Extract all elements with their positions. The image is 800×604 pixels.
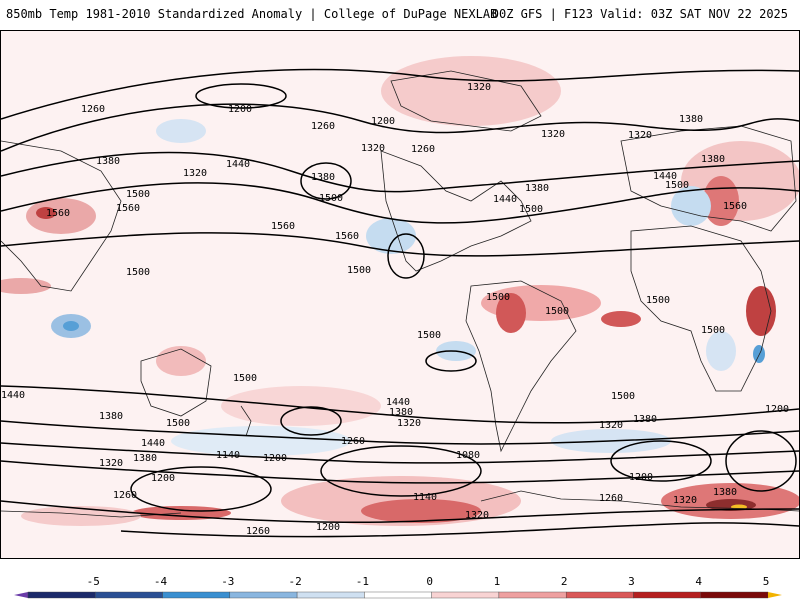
contour-label: 1500: [545, 306, 569, 317]
colorbar-segment: [229, 591, 298, 599]
map-canvas: 1320 1260 1200 1260 1200 1320 1260 1380 …: [1, 31, 799, 558]
contour-label: 1500: [166, 418, 190, 429]
contour-label: 1500: [519, 204, 543, 215]
contour-label: 1380: [133, 453, 157, 464]
contour-label: 1080: [456, 450, 480, 461]
colorbar-high-cap: [768, 592, 782, 598]
colorbar-svg: -5 -4 -3 -2 -1 0 1 2 3 4 5: [14, 575, 782, 599]
contour-label: 1260: [113, 490, 137, 501]
contour-label: 1560: [116, 203, 140, 214]
contour-label: 1200: [371, 116, 395, 127]
contour-label: 1320: [465, 510, 489, 521]
map-panel: 1320 1260 1200 1260 1200 1320 1260 1380 …: [0, 30, 800, 559]
colorbar-tick-label: -3: [221, 575, 234, 588]
contour-label: 1500: [126, 189, 150, 200]
colorbar-tick-label: -5: [87, 575, 100, 588]
contour-labels: 1320 1260 1200 1260 1200 1320 1260 1380 …: [1, 82, 789, 537]
contour-label: 1500: [126, 267, 150, 278]
colorbar-tick-label: 0: [426, 575, 433, 588]
colorbar-segment: [431, 591, 500, 599]
header: 850mb Temp 1981-2010 Standardized Anomal…: [0, 0, 800, 30]
contour-label: 1320: [628, 130, 652, 141]
colorbar-low-cap: [14, 592, 28, 598]
contour-label: 1320: [397, 418, 421, 429]
contour-label: 1200: [629, 472, 653, 483]
colorbar-segment: [364, 591, 432, 599]
colorbar-segment: [95, 591, 163, 599]
contour-label: 1560: [723, 201, 747, 212]
contour-label: 1260: [246, 526, 270, 537]
contour-label: 1380: [525, 183, 549, 194]
contour-label: 1560: [46, 208, 70, 219]
contour-label: 1200: [765, 404, 789, 415]
contour-label: 1500: [611, 391, 635, 402]
contour-label: 1260: [81, 104, 105, 115]
contour-label: 1320: [361, 143, 385, 154]
contour-label: 1380: [679, 114, 703, 125]
contour-label: 1200: [263, 453, 287, 464]
contour-label: 1440: [226, 159, 250, 170]
map-title: 850mb Temp 1981-2010 Standardized Anomal…: [6, 7, 498, 21]
height-contours: [1, 68, 799, 538]
contour-label: 1380: [311, 172, 335, 183]
contour-label: 1200: [316, 522, 340, 533]
colorbar-segment: [700, 591, 769, 599]
contour-label: 1440: [1, 390, 25, 401]
colorbar-tick-label: -4: [154, 575, 168, 588]
contour-label: 1380: [96, 156, 120, 167]
colorbar-bar: [14, 591, 782, 599]
contour-label: 1500: [233, 373, 257, 384]
contour-label: 1500: [417, 330, 441, 341]
contour-label: 1380: [701, 154, 725, 165]
contour-label: 1440: [653, 171, 677, 182]
contour-label: 1320: [183, 168, 207, 179]
colorbar-tick-label: -1: [356, 575, 369, 588]
contour-label: 1260: [311, 121, 335, 132]
contour-label: 1320: [541, 129, 565, 140]
colorbar-tick-label: 2: [561, 575, 568, 588]
contour-label: 1200: [228, 104, 252, 115]
colorbar-tick-label: 1: [494, 575, 501, 588]
contour-label: 1380: [389, 407, 413, 418]
contour-label: 1260: [411, 144, 435, 155]
contour-label: 1380: [633, 414, 657, 425]
contour-label: 1440: [386, 397, 410, 408]
contour-label: 1320: [599, 420, 623, 431]
colorbar-segment: [633, 591, 701, 599]
contour-label: 1500: [701, 325, 725, 336]
contour-label: 1320: [99, 458, 123, 469]
colorbar-tick-label: -2: [288, 575, 301, 588]
colorbar-segment: [27, 591, 96, 599]
contour-label: 1320: [673, 495, 697, 506]
contour-label: 1500: [486, 292, 510, 303]
contour-label: 1500: [646, 295, 670, 306]
colorbar-tick-label: 3: [628, 575, 635, 588]
colorbar-tick-label: 5: [763, 575, 770, 588]
colorbar-legend: -5 -4 -3 -2 -1 0 1 2 3 4 5: [0, 560, 800, 600]
contour-label: 1560: [271, 221, 295, 232]
contour-label: 1380: [713, 487, 737, 498]
colorbar-tick-label: 4: [695, 575, 702, 588]
colorbar-segment: [565, 591, 634, 599]
contour-label: 1440: [493, 194, 517, 205]
contour-label: 1260: [341, 436, 365, 447]
colorbar-segment: [162, 591, 231, 599]
contour-label: 1500: [319, 193, 343, 204]
colorbar-segment: [296, 591, 365, 599]
contour-label: 1500: [665, 180, 689, 191]
colorbar-segment: [498, 591, 567, 599]
contour-label: 1200: [151, 473, 175, 484]
contour-label: 1260: [599, 493, 623, 504]
contour-label: 1500: [347, 265, 371, 276]
model-run-info: 00Z GFS | F123 Valid: 03Z SAT NOV 22 202…: [491, 7, 788, 21]
contour-label: 1140: [216, 450, 240, 461]
contour-label: 1380: [99, 411, 123, 422]
contour-label: 1140: [413, 492, 437, 503]
colorbar-tick-labels: -5 -4 -3 -2 -1 0 1 2 3 4 5: [87, 575, 770, 588]
contour-label: 1440: [141, 438, 165, 449]
contour-label: 1320: [467, 82, 491, 93]
contour-label: 1560: [335, 231, 359, 242]
